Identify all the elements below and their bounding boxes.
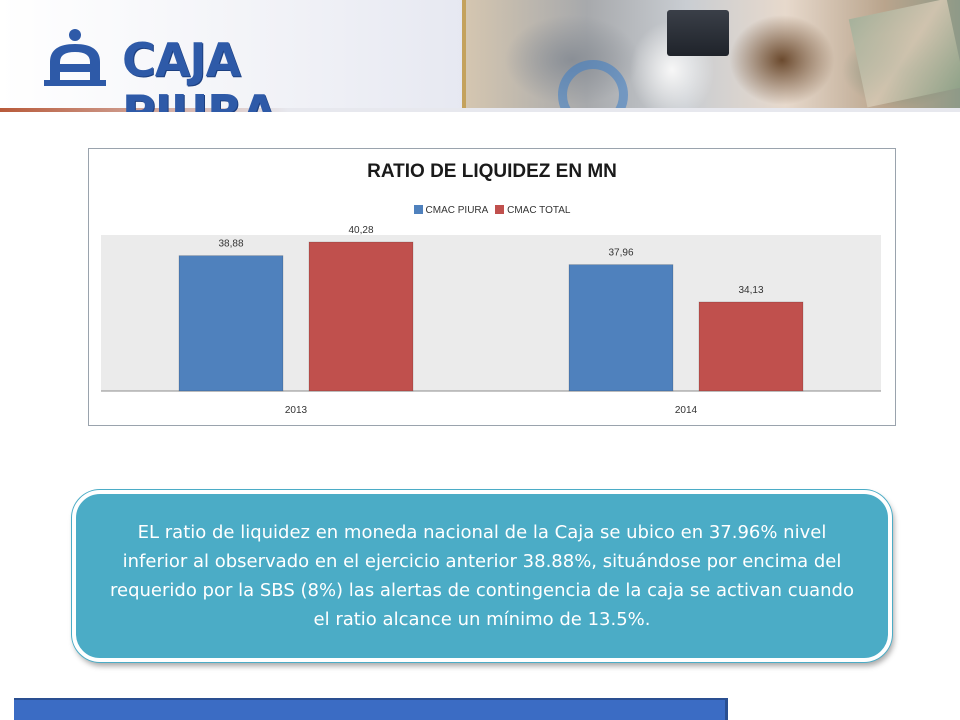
x-tick-label-2013: 2013: [285, 405, 308, 416]
banner-divider: [0, 108, 960, 112]
computer-monitor-image: [667, 10, 729, 56]
banner-background: [0, 0, 470, 112]
legend-label-cmac-total: CMAC TOTAL: [507, 205, 571, 216]
header-banner: CAJA PIURA: [0, 0, 960, 112]
data-label-cmac-total-2014: 34,13: [738, 285, 763, 296]
legend-label-cmac-piura: CMAC PIURA: [425, 205, 489, 216]
chart-legend: CMAC PIURA CMAC TOTAL: [89, 205, 895, 216]
logo-text: CAJA PIURA: [122, 33, 277, 112]
footer-bar: [14, 698, 728, 720]
bar-cmac-total-2014: [698, 301, 804, 392]
caja-piura-logo: CAJA PIURA: [44, 28, 404, 112]
bar-cmac-total-2013: [308, 241, 414, 392]
banknotes-image: [848, 0, 960, 108]
legend-item-cmac-piura: CMAC PIURA: [413, 205, 489, 216]
legend-swatch-cmac-piura: [413, 205, 423, 214]
bar-cmac-piura-2014: [568, 264, 674, 392]
data-label-cmac-total-2013: 40,28: [348, 225, 373, 236]
data-label-cmac-piura-2014: 37,96: [608, 248, 633, 259]
summary-text: EL ratio de liquidez en moneda nacional …: [110, 522, 854, 630]
logo-watermark-image: [558, 60, 628, 112]
caja-piura-logo-icon: [44, 29, 106, 86]
legend-item-cmac-total: CMAC TOTAL: [495, 205, 570, 216]
legend-swatch-cmac-total: [495, 205, 505, 214]
chart-title: RATIO DE LIQUIDEZ EN MN: [367, 161, 617, 182]
data-label-cmac-piura-2013: 38,88: [218, 239, 243, 250]
chart-canvas: 38,88 40,28 2013 37,96 34,13 2014: [101, 225, 881, 416]
bar-cmac-piura-2013: [178, 255, 284, 392]
liquidity-ratio-chart: 38,88 40,28 2013 37,96 34,13 2014 RATIO DE LI…: [88, 148, 896, 426]
banner-photo: [462, 0, 960, 112]
summary-callout: EL ratio de liquidez en moneda nacional …: [72, 490, 892, 662]
photo-border: [462, 0, 466, 112]
x-tick-label-2014: 2014: [675, 405, 698, 416]
